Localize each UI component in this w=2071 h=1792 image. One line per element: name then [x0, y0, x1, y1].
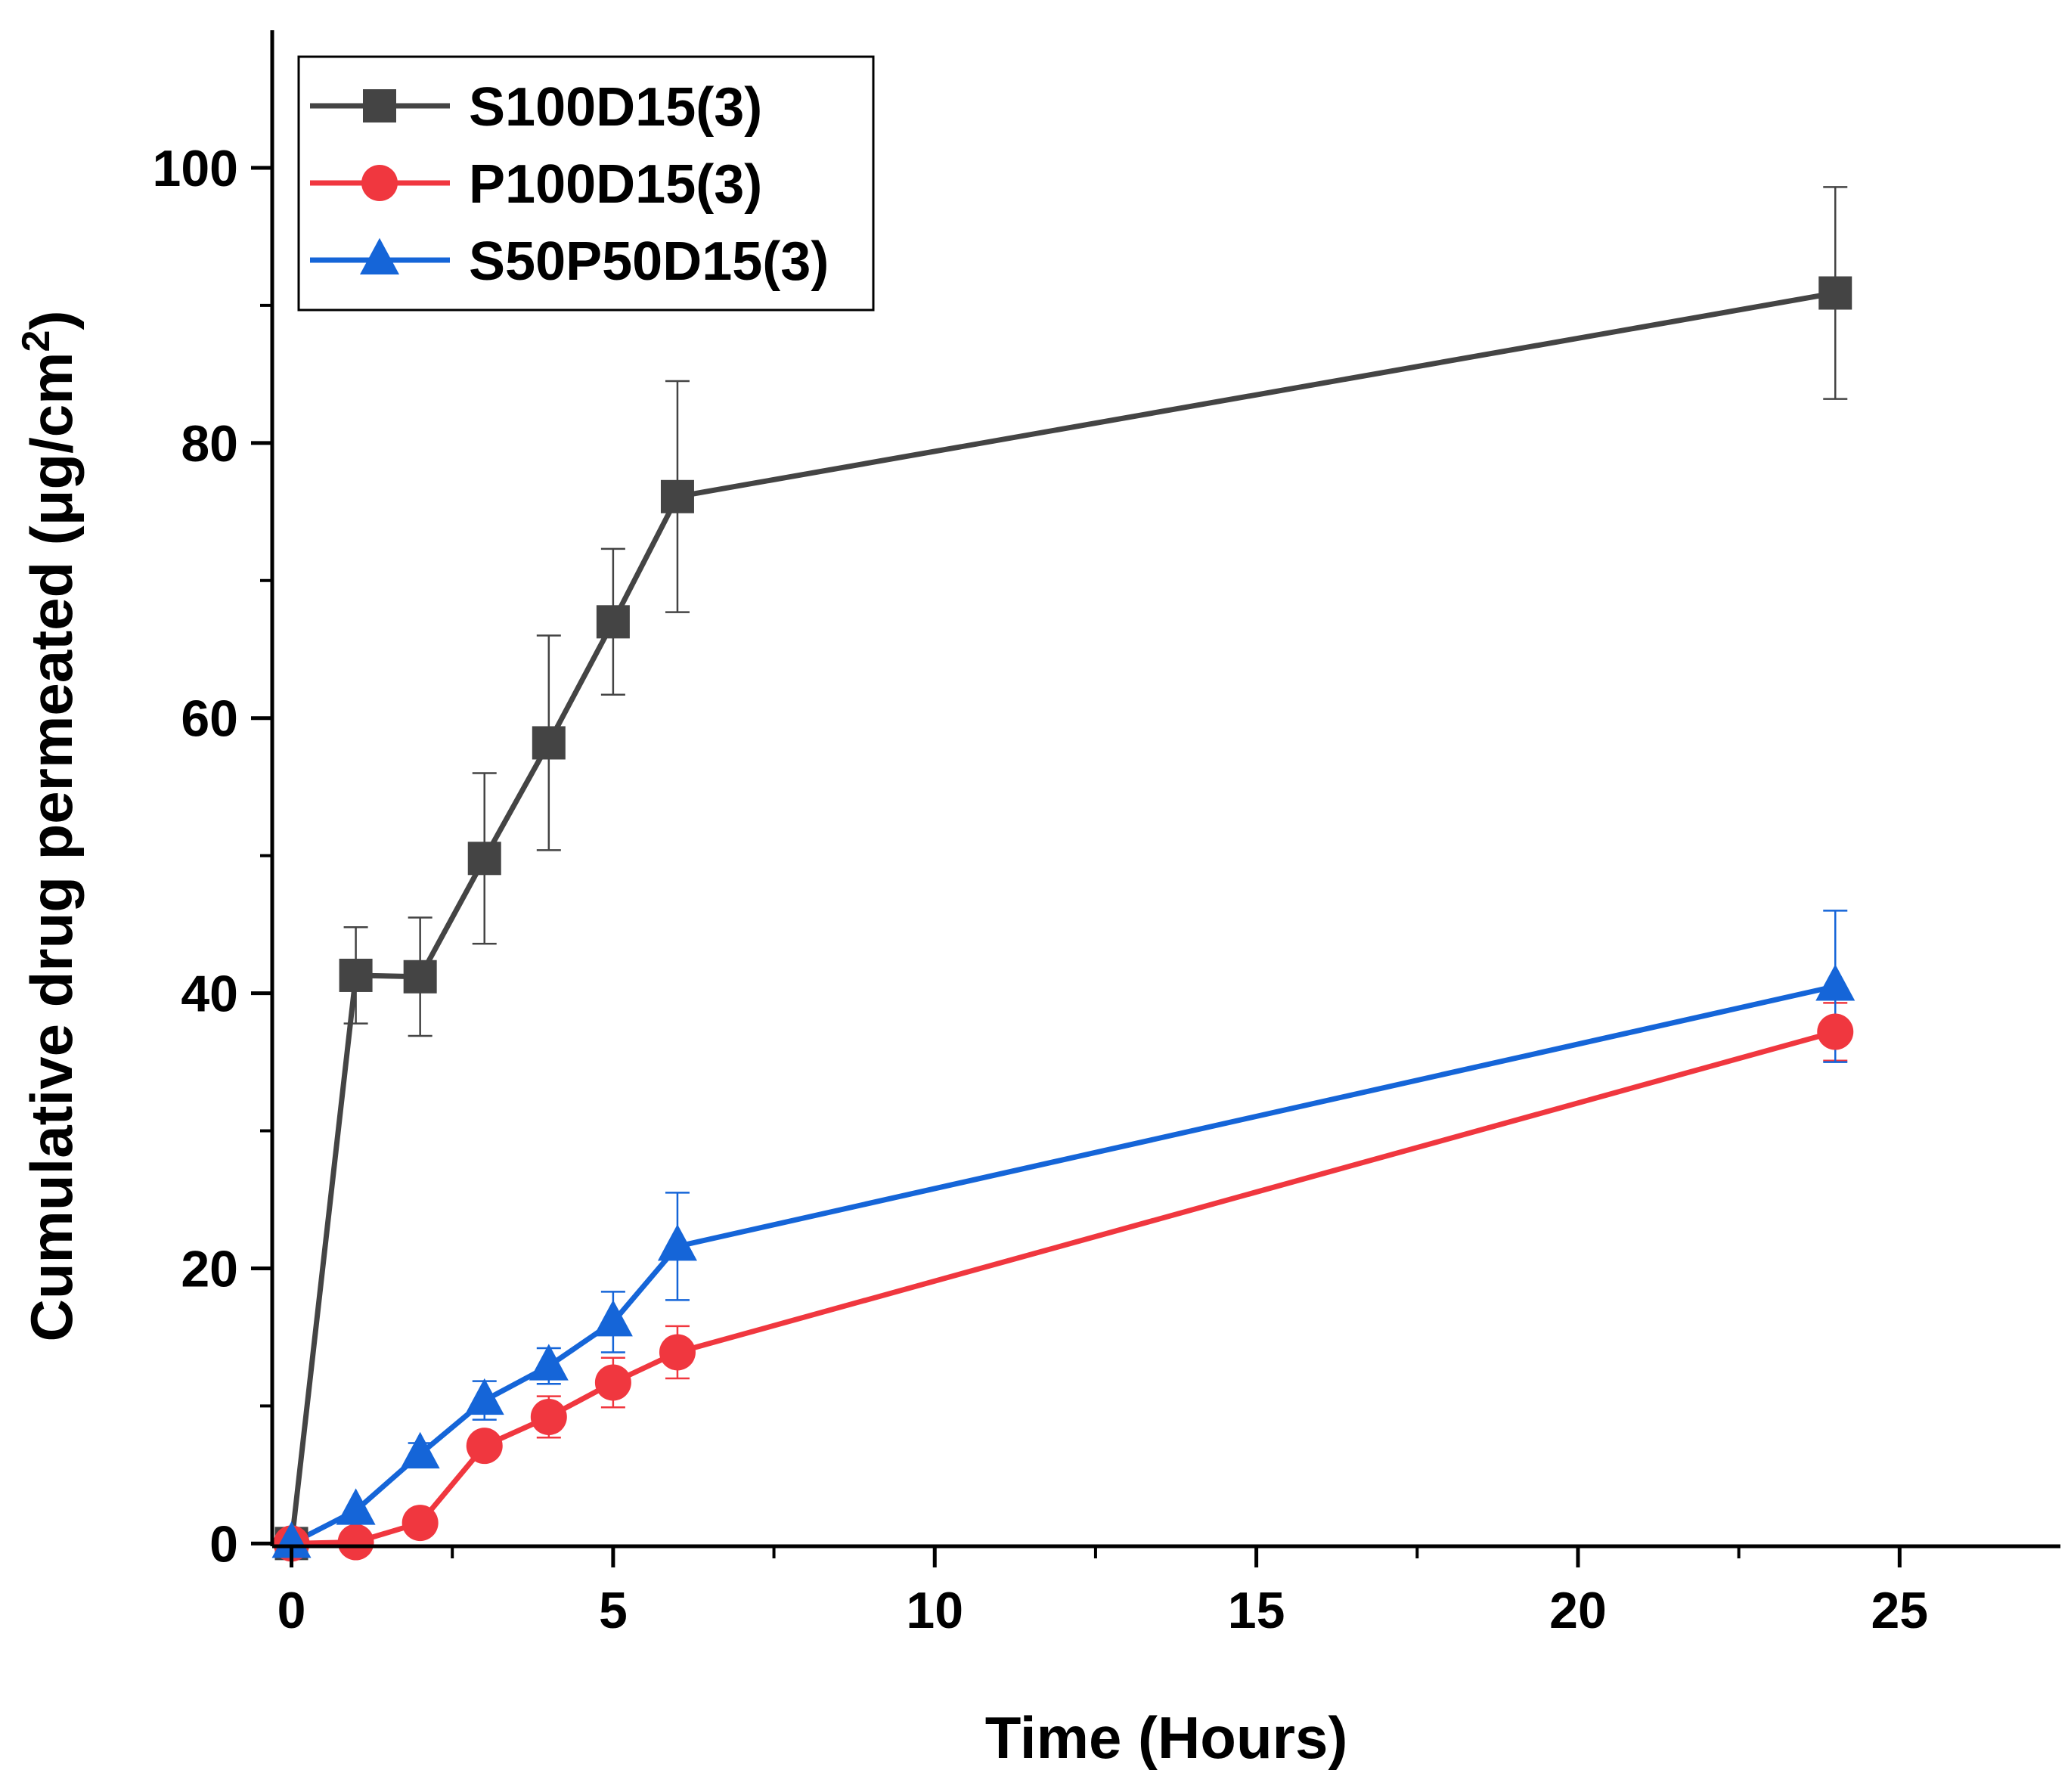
data-point	[400, 1431, 440, 1469]
data-point	[657, 1224, 697, 1261]
data-point	[596, 605, 630, 639]
data-point	[336, 1488, 376, 1525]
legend-marker	[360, 237, 399, 274]
series-layer	[271, 186, 1856, 1562]
data-point	[530, 1398, 567, 1435]
data-point	[401, 1505, 439, 1542]
data-point	[464, 1378, 504, 1415]
legend-label: S50P50D15(3)	[469, 231, 829, 292]
x-tick-label: 0	[277, 1582, 306, 1639]
legend: S100D15(3) P100D15(3) S50P50D15(3)	[297, 55, 875, 312]
legend-marker	[363, 89, 396, 122]
legend-marker	[361, 165, 398, 201]
data-point	[593, 1300, 633, 1337]
x-tick-label: 10	[906, 1582, 963, 1639]
y-axis-title-superscript: 2	[14, 330, 58, 352]
axes-layer: 0 5 10 15 20 25 0 20 40 60 80 100	[153, 30, 2060, 1639]
data-point	[660, 479, 694, 513]
x-axis-title: Time (Hours)	[985, 1704, 1348, 1771]
data-point	[403, 960, 437, 994]
data-point	[271, 1521, 312, 1558]
data-point	[532, 726, 566, 760]
data-point	[467, 842, 501, 876]
y-tick-label: 0	[209, 1515, 238, 1573]
data-point	[466, 1428, 503, 1465]
legend-label: S100D15(3)	[469, 77, 762, 138]
data-point	[1817, 1013, 1854, 1050]
data-point	[529, 1344, 569, 1381]
y-tick-label: 100	[153, 140, 238, 197]
legend-label: P100D15(3)	[469, 154, 762, 215]
data-point	[337, 1524, 374, 1561]
y-tick-label: 80	[181, 415, 238, 473]
x-tick-label: 25	[1871, 1582, 1928, 1639]
y-axis-title-close: )	[18, 311, 85, 330]
x-tick-label: 20	[1549, 1582, 1607, 1639]
y-tick-label: 60	[181, 690, 238, 748]
x-tick-label: 15	[1228, 1582, 1285, 1639]
y-tick-label: 20	[181, 1240, 238, 1297]
data-point	[1815, 964, 1856, 1001]
x-tick-label: 5	[599, 1582, 628, 1639]
data-point	[659, 1334, 696, 1371]
y-axis-title-main: Cumulative drug permeated (μg/cm	[18, 352, 85, 1341]
y-axis-title: Cumulative drug permeated (μg/cm2)	[14, 311, 85, 1342]
y-tick-label: 40	[181, 966, 238, 1023]
data-point	[339, 958, 373, 992]
data-point	[594, 1364, 631, 1401]
data-point	[1818, 276, 1852, 310]
markers-S50P50D15(3)	[271, 964, 1856, 1558]
